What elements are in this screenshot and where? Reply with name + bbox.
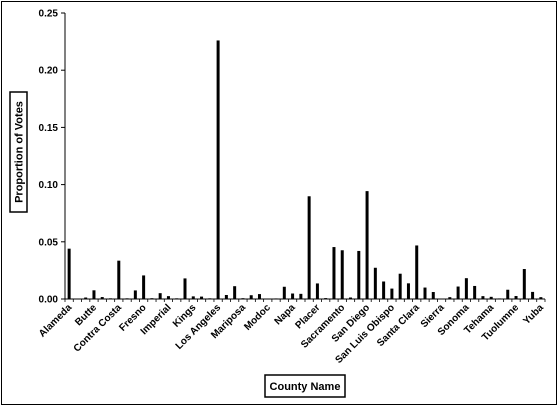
bar xyxy=(514,296,518,299)
bar xyxy=(448,297,452,299)
bar xyxy=(142,275,146,299)
bar xyxy=(315,283,319,299)
bar xyxy=(373,267,377,299)
bar xyxy=(481,296,485,299)
bar xyxy=(257,294,261,299)
bar xyxy=(249,295,253,299)
bars xyxy=(67,40,543,300)
bar xyxy=(100,297,104,299)
bar xyxy=(431,292,435,299)
bar xyxy=(166,296,170,299)
bar xyxy=(282,286,286,299)
bar xyxy=(506,289,510,299)
bar xyxy=(67,248,71,299)
bar xyxy=(382,281,386,299)
x-tick-label: Yuba xyxy=(521,302,546,327)
y-axis-title: Proportion of Votes xyxy=(14,101,26,203)
bar xyxy=(522,269,526,299)
bar xyxy=(291,293,295,299)
x-tick-label: Modoc xyxy=(242,302,273,333)
y-tick-label: 0.00 xyxy=(39,295,59,306)
bar xyxy=(456,286,460,299)
bar xyxy=(539,297,543,299)
bar xyxy=(406,283,410,299)
bar xyxy=(423,287,427,299)
bar xyxy=(531,291,535,299)
bar xyxy=(183,278,187,299)
bar xyxy=(332,247,336,299)
y-tick-label: 0.20 xyxy=(39,66,59,77)
bar xyxy=(340,250,344,299)
bar xyxy=(299,293,303,299)
x-axis-title: County Name xyxy=(270,381,341,393)
y-axis: 0.00 0.05 0.10 0.15 0.20 0.25 xyxy=(39,9,66,306)
bar xyxy=(390,288,394,299)
bar xyxy=(398,273,402,299)
y-tick-label: 0.05 xyxy=(39,237,59,248)
bar xyxy=(365,191,369,299)
y-tick-label: 0.25 xyxy=(39,9,59,20)
bar xyxy=(464,278,468,299)
bar xyxy=(489,296,493,299)
bar xyxy=(415,245,419,299)
bar xyxy=(191,296,195,299)
bar xyxy=(200,296,204,299)
bar xyxy=(473,285,477,299)
bar xyxy=(349,297,353,299)
x-tick-label: Alameda xyxy=(37,302,75,340)
bar xyxy=(158,293,162,299)
bar xyxy=(216,40,220,300)
y-tick-label: 0.10 xyxy=(39,180,59,191)
bar xyxy=(92,290,96,299)
bar xyxy=(357,250,361,299)
bar xyxy=(84,297,88,299)
bar xyxy=(117,260,121,299)
bar xyxy=(133,290,137,299)
bar xyxy=(233,286,237,299)
bar xyxy=(224,294,228,299)
y-tick-label: 0.15 xyxy=(39,123,59,134)
x-axis-title-box: County Name xyxy=(264,374,346,398)
y-axis-title-box: Proportion of Votes xyxy=(9,91,28,213)
bar xyxy=(307,196,311,299)
